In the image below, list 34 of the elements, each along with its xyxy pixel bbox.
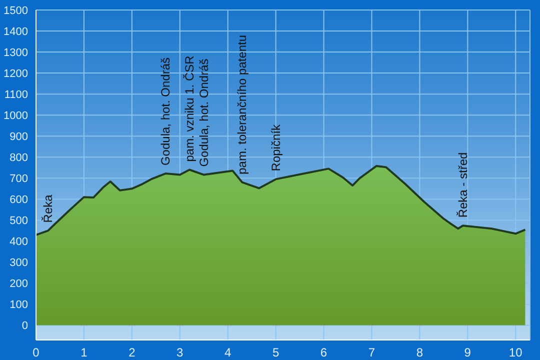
y-tick-label: 900 [10,131,28,144]
x-tick-label: 2 [128,346,136,360]
y-tick-label: 100 [10,299,28,312]
annotation: pam. tolerančního patentu [235,34,250,174]
y-tick-label: 700 [10,173,28,186]
y-tick-label: 1400 [4,26,28,38]
y-tick-label: 200 [10,278,28,290]
y-tick-label: 1100 [4,88,28,101]
annotation: Řeka [40,194,55,223]
y-tick-label: 300 [10,257,28,270]
y-tick-label: 400 [10,236,28,248]
y-tick-label: 1000 [4,110,28,122]
y-tick-label: 600 [10,194,28,206]
annotation: Godula, hot. Ondráš [196,58,211,167]
y-tick-label: 1200 [4,68,28,80]
y-tick-label: 800 [10,152,28,164]
annotation: Řeka - střed [456,152,470,218]
x-tick-label: 7 [368,346,376,360]
annotation: Ropičník [268,124,283,172]
x-tick-label: 3 [176,346,184,360]
x-tick-label: 1 [80,346,88,360]
y-tick-label: 1300 [4,46,28,59]
x-tick-label: 8 [416,346,424,360]
y-tick-label: 500 [10,215,28,228]
x-tick-label: 9 [464,346,472,360]
x-tick-label: 4 [224,346,232,360]
y-tick-label: 0 [22,320,28,332]
annotation: Godula, hot. Ondráš [158,57,172,166]
y-tick-label: 1500 [4,4,28,17]
x-tick-label: 10 [508,346,523,360]
annotation: pam. vzniku 1. ČSR [182,55,196,162]
x-tick-label: 0 [32,346,40,360]
x-tick-label: 6 [320,346,328,360]
x-tick-label: 5 [272,346,280,360]
